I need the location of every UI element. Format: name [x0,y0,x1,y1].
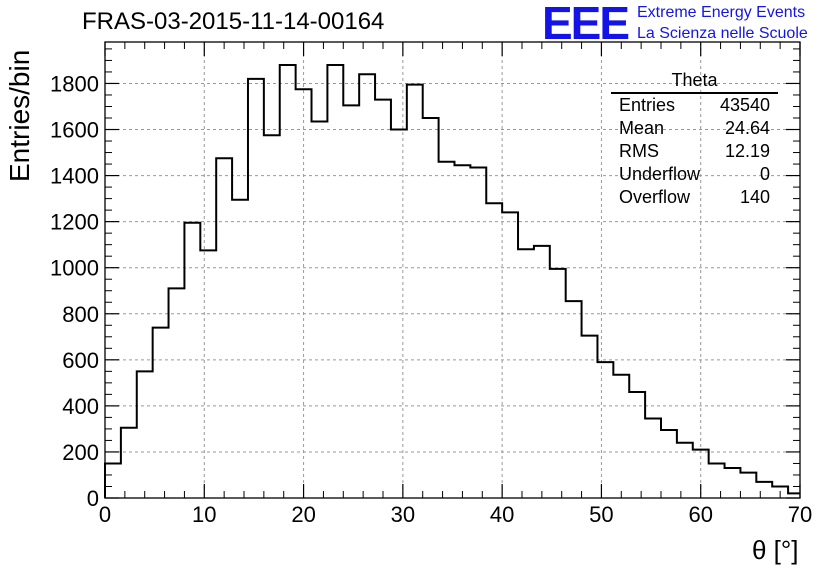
stats-value: 43540 [719,95,770,115]
histogram-bin [582,336,598,498]
y-tick-label: 1400 [50,164,99,189]
plot-frame [104,41,801,499]
stats-row-rms: RMS 12.19 [611,140,778,163]
histogram-bin [232,200,248,498]
histogram-outline [104,64,800,498]
histogram-bin [454,165,470,498]
x-tick-label: 40 [490,502,514,527]
histogram-bin [423,118,439,498]
histogram-bin [677,443,693,498]
axis-ticks [104,42,801,499]
histogram-bin [534,246,550,498]
histogram-bin [470,168,486,498]
stats-label: Overflow [619,187,691,207]
y-tick-label: 1000 [50,256,99,281]
x-tick-label: 10 [192,502,216,527]
histogram-bin [709,463,725,498]
histogram-bin [359,74,375,498]
logo-line-1: Extreme Energy Events [637,4,806,21]
tick-labels: 0 10 20 30 40 50 60 700200400600800100012001400… [50,71,812,527]
stats-label: RMS [619,141,659,161]
stats-value: 12.19 [724,141,770,161]
y-tick-label: 1800 [50,71,99,96]
histogram-bin [169,288,185,498]
stats-label: Underflow [619,164,701,184]
histogram-bin [121,428,137,498]
stats-row-entries: Entries 43540 [611,94,778,117]
x-tick-label: 60 [688,502,712,527]
y-tick-label: 600 [62,348,99,373]
stats-value: 140 [739,187,770,207]
y-tick-label: 1200 [50,210,99,235]
histogram-bin [725,468,741,498]
histogram-bin [200,250,216,498]
histogram-bin [407,85,423,498]
stats-row-overflow: Overflow 140 [611,186,778,209]
histogram-bin [661,430,677,498]
histogram-bin [105,463,121,498]
histogram-bin [629,392,645,498]
stats-row-mean: Mean 24.64 [611,117,778,140]
histogram-bin [153,328,169,498]
histogram-bin [756,482,772,498]
stats-value: 24.64 [724,118,770,138]
eee-logo: EEE [542,0,630,49]
histogram-bin [216,158,232,498]
chart-title: FRAS-03-2015-11-14-00164 [82,8,385,35]
histogram-bin [264,135,280,498]
x-tick-label: 70 [788,502,812,527]
histogram-bin [343,105,359,498]
x-tick-label: 0 [99,502,111,527]
stats-label: Mean [619,118,665,138]
stats-row-underflow: Underflow 0 [611,163,778,186]
y-tick-label: 200 [62,440,99,465]
histogram-bin [486,203,502,498]
stats-title: Theta [611,70,778,94]
x-axis-label: θ [°] [752,535,799,565]
y-tick-label: 800 [62,302,99,327]
histogram-bin [740,473,756,498]
x-tick-label: 50 [589,502,613,527]
histogram-bin [518,249,534,498]
histogram-bin [645,419,661,498]
histogram-bin [613,375,629,498]
histogram-bin [137,371,153,498]
histogram-bin [248,79,264,498]
histogram-bin [597,362,613,498]
x-tick-label: 30 [391,502,415,527]
histogram-bin [550,269,566,498]
y-tick-label: 0 [87,486,99,511]
x-tick-label: 20 [291,502,315,527]
stats-label: Entries [619,95,676,115]
histogram-bin [566,301,582,498]
stats-box: Theta Entries 43540 Mean 24.64 RMS 12.19… [611,70,778,209]
logo-line-2: La Scienza nelle Scuole [637,25,808,42]
stats-value: 0 [759,164,770,184]
logo-caption: Extreme Energy Events La Scienza nelle S… [637,2,808,44]
grid-lines [105,42,800,498]
histogram-bin [312,121,328,498]
y-tick-label: 1600 [50,118,99,143]
y-tick-label: 400 [62,394,99,419]
histogram-bin [184,223,200,498]
histogram-bin [502,212,518,498]
histogram-bin [375,100,391,498]
histogram-bin [439,162,455,498]
y-axis-label: Entries/bin [4,49,35,182]
